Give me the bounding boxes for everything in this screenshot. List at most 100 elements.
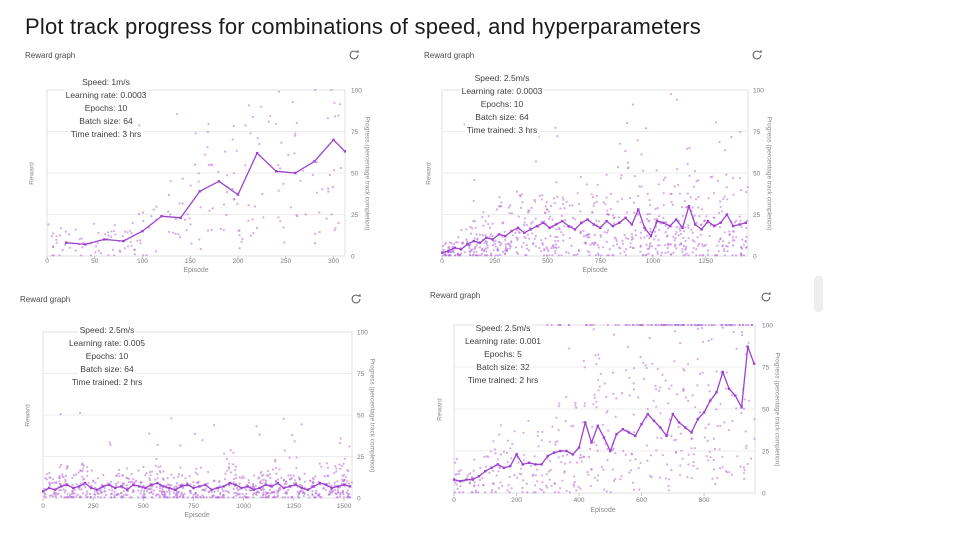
scatter-points [441,93,749,257]
refresh-icon [351,293,361,304]
x-tick-label: 1000 [236,503,251,510]
y-tick-label: 50 [351,171,359,178]
x-tick-label: 750 [188,503,199,510]
x-tick-label: 100 [137,258,148,265]
refresh-button[interactable] [749,47,765,63]
x-tick-label: 300 [328,258,339,265]
x-tick-label: 600 [636,497,647,504]
annotation-learning-rate: Learning rate: 0.0003 [459,85,545,98]
annotation-epochs: Epochs: 5 [482,348,524,361]
scatter-points [47,89,343,257]
annotation-speed: Speed: 2.5m/s [473,322,533,335]
x-tick-label: 150 [185,258,196,265]
x-tick-label: 500 [138,503,149,510]
y-tick-label: 100 [357,330,368,337]
x-tick-label: 200 [233,258,244,265]
chart-title: Reward graph [424,51,475,60]
chart-title: Reward graph [20,295,71,304]
annotation-learning-rate: Learning rate: 0.0003 [63,89,149,102]
y-axis-label-reward: Reward [28,162,36,185]
annotation-speed: Speed: 2.5m/s [77,324,137,337]
x-tick-label: 250 [280,258,291,265]
y-tick-label: 75 [753,129,761,136]
y-tick-label: 0 [351,254,355,261]
refresh-button[interactable] [346,47,362,63]
refresh-icon [752,49,762,60]
y-tick-label: 50 [357,413,365,420]
y-tick-label: 25 [762,449,770,456]
hyperparameters-annotation: Speed: 2.5m/s Learning rate: 0.001 Epoch… [418,322,588,387]
refresh-button[interactable] [758,289,774,305]
hyperparameters-annotation: Speed: 2.5m/s Learning rate: 0.0003 Epoc… [417,72,587,137]
y-axis-label-reward: Reward [436,398,444,421]
y-axis-label-progress: Progress (percentage track completion) [363,116,371,231]
x-axis-label: Episode [582,267,608,274]
annotation-speed: Speed: 2.5m/s [472,72,532,85]
annotation-epochs: Epochs: 10 [478,98,526,111]
annotation-batch-size: Batch size: 64 [77,115,135,128]
refresh-icon [349,49,359,60]
y-axis-label-progress: Progress (percentage track completion) [368,358,376,473]
refresh-button[interactable] [348,291,364,307]
annotation-time-trained: Time trained: 2 hrs [69,376,145,389]
x-tick-label: 750 [595,258,606,265]
y-tick-label: 100 [762,323,773,330]
y-axis-label-reward: Reward [24,404,32,427]
y-axis-label-reward: Reward [425,162,433,185]
scatter-points [43,411,353,499]
x-tick-label: 0 [45,258,49,265]
scatter-points [453,324,756,494]
y-tick-label: 0 [753,254,757,261]
y-tick-label: 0 [357,496,361,503]
y-axis-label-progress: Progress (percentage track completion) [765,116,773,231]
average-line [66,139,346,246]
y-tick-label: 25 [753,212,761,219]
annotation-time-trained: Time trained: 2 hrs [465,374,541,387]
average-line [42,482,351,492]
annotation-batch-size: Batch size: 64 [473,111,531,124]
x-tick-label: 250 [489,258,500,265]
y-tick-label: 50 [762,407,770,414]
x-tick-label: 1500 [337,503,352,510]
x-tick-label: 1250 [699,258,714,265]
y-tick-label: 75 [762,365,770,372]
y-tick-label: 0 [762,491,766,498]
annotation-time-trained: Time trained: 3 hrs [464,124,540,137]
x-tick-label: 0 [41,503,45,510]
annotation-time-trained: Time trained: 3 hrs [68,128,144,141]
x-tick-label: 50 [91,258,99,265]
refresh-icon [761,291,771,302]
y-tick-label: 100 [753,88,764,95]
y-tick-label: 25 [357,454,365,461]
chart-title: Reward graph [25,51,76,60]
x-tick-label: 250 [88,503,99,510]
x-tick-label: 0 [452,497,456,504]
x-tick-label: 800 [699,497,710,504]
hyperparameters-annotation: Speed: 2.5m/s Learning rate: 0.005 Epoch… [22,324,192,389]
y-tick-label: 50 [753,171,761,178]
y-tick-label: 100 [351,88,362,95]
y-tick-label: 75 [357,371,365,378]
chart-title: Reward graph [430,291,481,300]
page-title: Plot track progress for combinations of … [25,14,701,39]
x-axis-label: Episode [183,267,209,274]
x-tick-label: 400 [574,497,585,504]
annotation-learning-rate: Learning rate: 0.001 [462,335,544,348]
y-tick-label: 75 [351,129,359,136]
x-tick-label: 1000 [646,258,661,265]
x-axis-label: Episode [184,512,210,519]
x-tick-label: 0 [440,258,444,265]
y-tick-label: 25 [351,212,359,219]
annotation-epochs: Epochs: 10 [83,350,131,363]
x-axis-label: Episode [590,507,616,514]
annotation-batch-size: Batch size: 64 [78,363,136,376]
annotation-learning-rate: Learning rate: 0.005 [66,337,148,350]
annotation-epochs: Epochs: 10 [82,102,130,115]
chart-0-plot: 0 50 100 150 200 250 300 0 25 50 75 100 [45,88,362,266]
hyperparameters-annotation: Speed: 1m/s Learning rate: 0.0003 Epochs… [21,76,191,141]
x-tick-label: 500 [542,258,553,265]
scrollbar-thumb[interactable] [814,276,823,312]
x-tick-label: 1250 [287,503,302,510]
annotation-batch-size: Batch size: 32 [474,361,532,374]
